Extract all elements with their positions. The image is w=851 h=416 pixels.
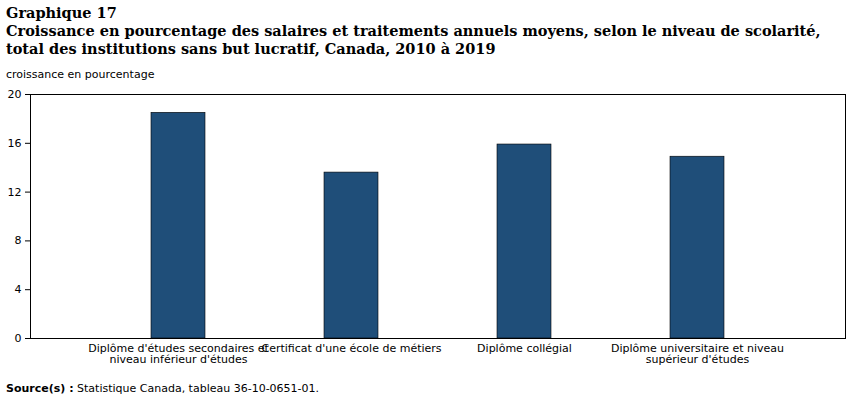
svg-text:Diplôme d'études secondaires e: Diplôme d'études secondaires etniveau in… bbox=[88, 342, 269, 366]
svg-text:Diplôme universitaire et nivea: Diplôme universitaire et niveausupérieur… bbox=[611, 342, 784, 366]
svg-text:Diplôme collégial: Diplôme collégial bbox=[477, 342, 572, 355]
svg-text:16: 16 bbox=[8, 137, 22, 150]
html-text:Graphique 17: Graphique 17 bbox=[6, 4, 117, 21]
svg-text:12: 12 bbox=[8, 186, 22, 199]
svg-text:0: 0 bbox=[15, 332, 22, 345]
svg-text:4: 4 bbox=[15, 283, 22, 296]
svg-text:Certificat d'une école de méti: Certificat d'une école de métiers bbox=[261, 342, 441, 355]
html-text:Source(s) : Statistique Canada: Source(s) : Statistique Canada, tableau … bbox=[6, 382, 320, 395]
html-text:croissance en pourcentage: croissance en pourcentage bbox=[6, 68, 155, 81]
html-text:Croissance en pourcentage des: Croissance en pourcentage des salaires e… bbox=[6, 22, 821, 57]
svg-text:20: 20 bbox=[8, 88, 22, 101]
svg-text:8: 8 bbox=[15, 234, 22, 247]
